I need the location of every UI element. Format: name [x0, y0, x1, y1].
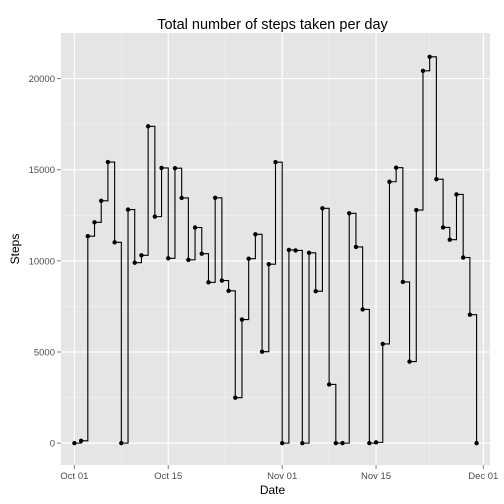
- data-point: [360, 307, 365, 312]
- x-tick-label: Nov 01: [267, 471, 297, 482]
- data-point: [119, 440, 124, 446]
- data-point: [313, 289, 318, 294]
- data-point: [474, 440, 479, 446]
- data-point: [239, 317, 245, 322]
- data-point: [246, 256, 251, 261]
- data-point: [78, 438, 84, 444]
- data-points: [72, 54, 479, 446]
- data-point: [259, 349, 265, 354]
- data-point: [367, 440, 372, 446]
- chart-title: Total number of steps taken per day: [157, 17, 388, 33]
- data-point: [440, 225, 446, 230]
- data-point: [454, 192, 459, 197]
- data-point: [105, 159, 111, 165]
- data-point: [420, 68, 426, 73]
- data-point: [145, 124, 151, 129]
- data-point: [186, 257, 191, 263]
- y-tick-label: 0: [50, 439, 55, 450]
- data-point: [373, 440, 379, 445]
- y-axis-title: Steps: [8, 234, 22, 265]
- data-point: [467, 312, 473, 317]
- data-point: [166, 256, 171, 261]
- data-point: [293, 248, 298, 253]
- y-axis: 0 5000 10000 15000 20000: [29, 74, 61, 450]
- data-point: [407, 359, 412, 364]
- data-point: [233, 395, 238, 400]
- x-tick-label: Nov 15: [361, 471, 391, 482]
- data-point: [99, 198, 104, 204]
- data-point: [219, 278, 225, 283]
- x-axis-title: Date: [260, 483, 286, 497]
- y-tick-label: 10000: [29, 256, 55, 267]
- data-point: [380, 341, 385, 347]
- x-tick-label: Dec 01: [468, 471, 498, 482]
- data-point: [266, 261, 271, 267]
- x-tick-label: Oct 01: [60, 471, 88, 482]
- data-point: [286, 247, 292, 253]
- x-axis: Oct 01 Oct 15 Nov 01 Nov 15 Dec 01: [60, 465, 498, 482]
- data-point: [460, 255, 466, 260]
- data-point: [179, 195, 184, 201]
- data-point: [320, 206, 325, 211]
- data-point: [152, 214, 158, 219]
- data-point: [199, 251, 204, 256]
- data-point: [400, 279, 406, 285]
- data-point: [427, 54, 432, 60]
- data-point: [340, 440, 345, 446]
- data-point: [139, 253, 144, 258]
- data-point: [393, 165, 399, 170]
- data-point: [132, 260, 137, 265]
- data-point: [125, 207, 131, 212]
- data-point: [273, 159, 278, 165]
- data-point: [326, 382, 332, 387]
- data-point: [206, 280, 211, 285]
- data-point: [112, 240, 117, 245]
- data-point: [212, 195, 218, 200]
- data-point: [353, 244, 359, 250]
- data-point: [306, 250, 312, 256]
- data-point: [280, 440, 285, 446]
- data-point: [226, 288, 231, 294]
- data-point: [434, 177, 439, 182]
- data-point: [447, 237, 452, 242]
- data-point: [159, 165, 164, 171]
- x-tick-label: Oct 15: [154, 471, 182, 482]
- data-point: [414, 207, 419, 213]
- data-point: [72, 440, 77, 446]
- data-point: [347, 211, 352, 216]
- y-tick-label: 5000: [34, 347, 55, 358]
- y-tick-label: 20000: [29, 74, 55, 85]
- data-point: [253, 232, 258, 237]
- data-point: [85, 234, 91, 239]
- data-point: [333, 440, 339, 446]
- data-point: [387, 179, 392, 184]
- y-tick-label: 15000: [29, 165, 55, 176]
- data-point: [192, 225, 198, 230]
- data-point: [300, 440, 305, 446]
- data-point: [92, 220, 97, 225]
- data-point: [172, 165, 178, 171]
